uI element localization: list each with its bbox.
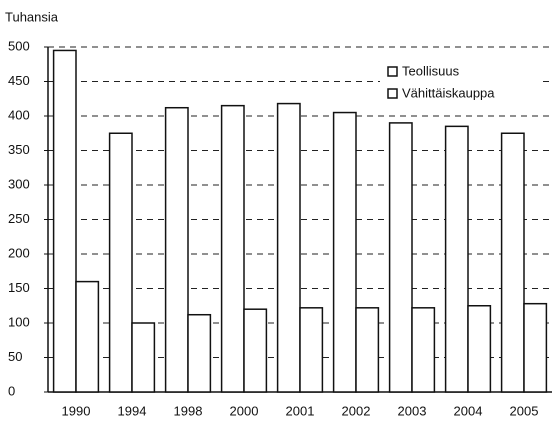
x-tick-label: 2001: [286, 403, 315, 418]
x-tick-label: 2002: [342, 403, 371, 418]
bar: [523, 302, 548, 393]
bar: [164, 106, 189, 393]
bar: [388, 122, 413, 393]
y-tick-label: 350: [8, 142, 30, 157]
bar: [243, 308, 268, 393]
y-tick-label: 500: [8, 38, 30, 53]
y-tick-label: 50: [8, 349, 22, 364]
bar: [75, 280, 100, 393]
y-tick-label: 450: [8, 73, 30, 88]
y-tick-label: 400: [8, 107, 30, 122]
bar: [299, 307, 324, 393]
bar: [411, 307, 436, 393]
legend-box: [380, 58, 540, 106]
legend-swatch: [387, 66, 398, 77]
x-tick-label: 1990: [62, 403, 91, 418]
bar: [220, 104, 245, 393]
y-tick-label: 0: [8, 383, 15, 398]
bar: [332, 111, 357, 393]
x-tick-label: 1998: [174, 403, 203, 418]
y-tick-label: 250: [8, 211, 30, 226]
x-tick-label: 1994: [118, 403, 147, 418]
y-tick-label: 300: [8, 176, 30, 191]
bar: [467, 305, 492, 393]
legend-label: Teollisuus: [402, 63, 460, 78]
y-tick-label: 100: [8, 314, 30, 329]
x-tick-label: 2004: [454, 403, 483, 418]
x-tick-label: 2005: [510, 403, 539, 418]
y-tick-label: 150: [8, 280, 30, 295]
x-tick-label: 2003: [398, 403, 427, 418]
legend-swatch: [387, 88, 398, 99]
y-axis-label: Tuhansia: [5, 9, 59, 24]
x-tick-label: 2000: [230, 403, 259, 418]
bar: [187, 313, 212, 393]
bar: [444, 125, 469, 393]
bar: [355, 307, 380, 393]
bar: [500, 132, 525, 393]
bar: [131, 322, 156, 393]
y-tick-label: 200: [8, 245, 30, 260]
bar: [276, 102, 301, 393]
bar: [52, 49, 77, 393]
legend-label: Vähittäiskauppa: [402, 85, 495, 100]
bar: [108, 132, 133, 393]
